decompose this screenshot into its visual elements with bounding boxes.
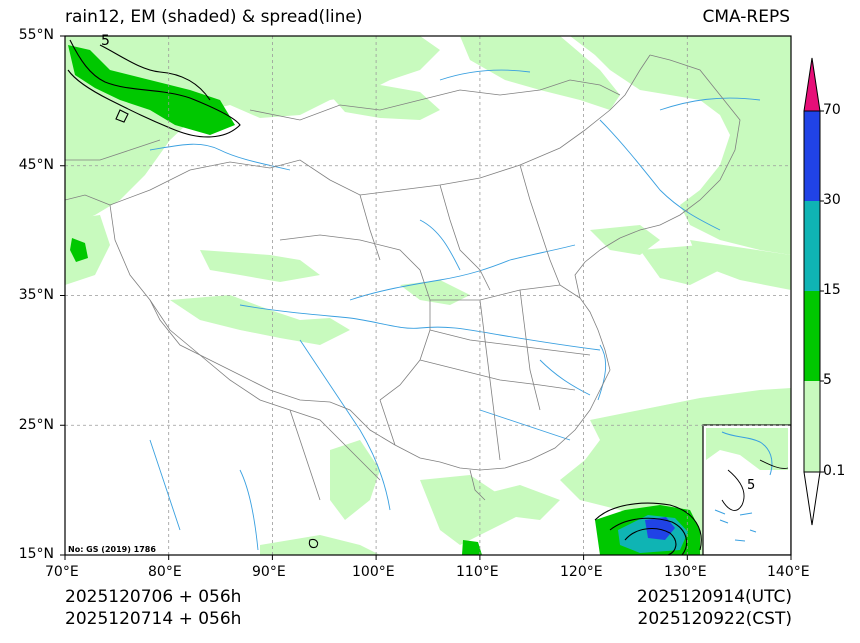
precipitation-field	[65, 36, 791, 555]
colorbar-segment-2	[804, 291, 820, 381]
inset-map-content	[706, 428, 789, 542]
lon-label: 120°E	[560, 564, 603, 580]
colorbar-segment-3	[804, 201, 820, 291]
colorbar-label: 5	[823, 372, 832, 388]
colorbar-label: 15	[823, 282, 841, 298]
init-time-cst: 2025120714 + 056h	[65, 609, 242, 629]
lon-label: 140°E	[767, 564, 810, 580]
lat-label: 25°N	[18, 417, 54, 433]
colorbar	[803, 57, 824, 526]
colorbar-segment-1	[804, 381, 820, 472]
lon-label: 130°E	[664, 564, 707, 580]
model-name: CMA-REPS	[702, 7, 790, 27]
valid-time-utc: 2025120914(UTC)	[636, 587, 792, 607]
axis-ticks	[60, 35, 792, 560]
lon-label: 80°E	[148, 564, 182, 580]
inset-contour-label: 5	[747, 478, 756, 493]
lat-label: 35°N	[18, 287, 54, 303]
valid-time-cst: 2025120922(CST)	[637, 609, 792, 629]
lon-label: 70°E	[45, 564, 79, 580]
colorbar-segment-4	[804, 111, 820, 201]
spread-contours	[67, 39, 702, 555]
boundaries	[65, 54, 741, 501]
lon-label: 110°E	[456, 564, 499, 580]
colorbar-label: 0.1	[823, 463, 846, 479]
lat-label: 15°N	[18, 546, 54, 562]
map-approval-number: No: GS (2019) 1786	[68, 545, 156, 554]
lat-label: 45°N	[18, 157, 54, 173]
lat-label: 55°N	[18, 27, 54, 43]
rain-30-to-70-area	[645, 517, 675, 540]
colorbar-label: 30	[823, 192, 841, 208]
lon-label: 90°E	[252, 564, 286, 580]
gridlines	[65, 36, 791, 555]
colorbar-label: 70	[823, 102, 841, 118]
lon-label: 100°E	[352, 564, 395, 580]
colorbar-upper-extension	[803, 57, 821, 112]
colorbar-lower-extension	[803, 471, 821, 526]
chart-title: rain12, EM (shaded) & spread(line)	[65, 7, 363, 27]
init-time-utc: 2025120706 + 056h	[65, 587, 242, 607]
contour-label: 5	[101, 33, 110, 49]
